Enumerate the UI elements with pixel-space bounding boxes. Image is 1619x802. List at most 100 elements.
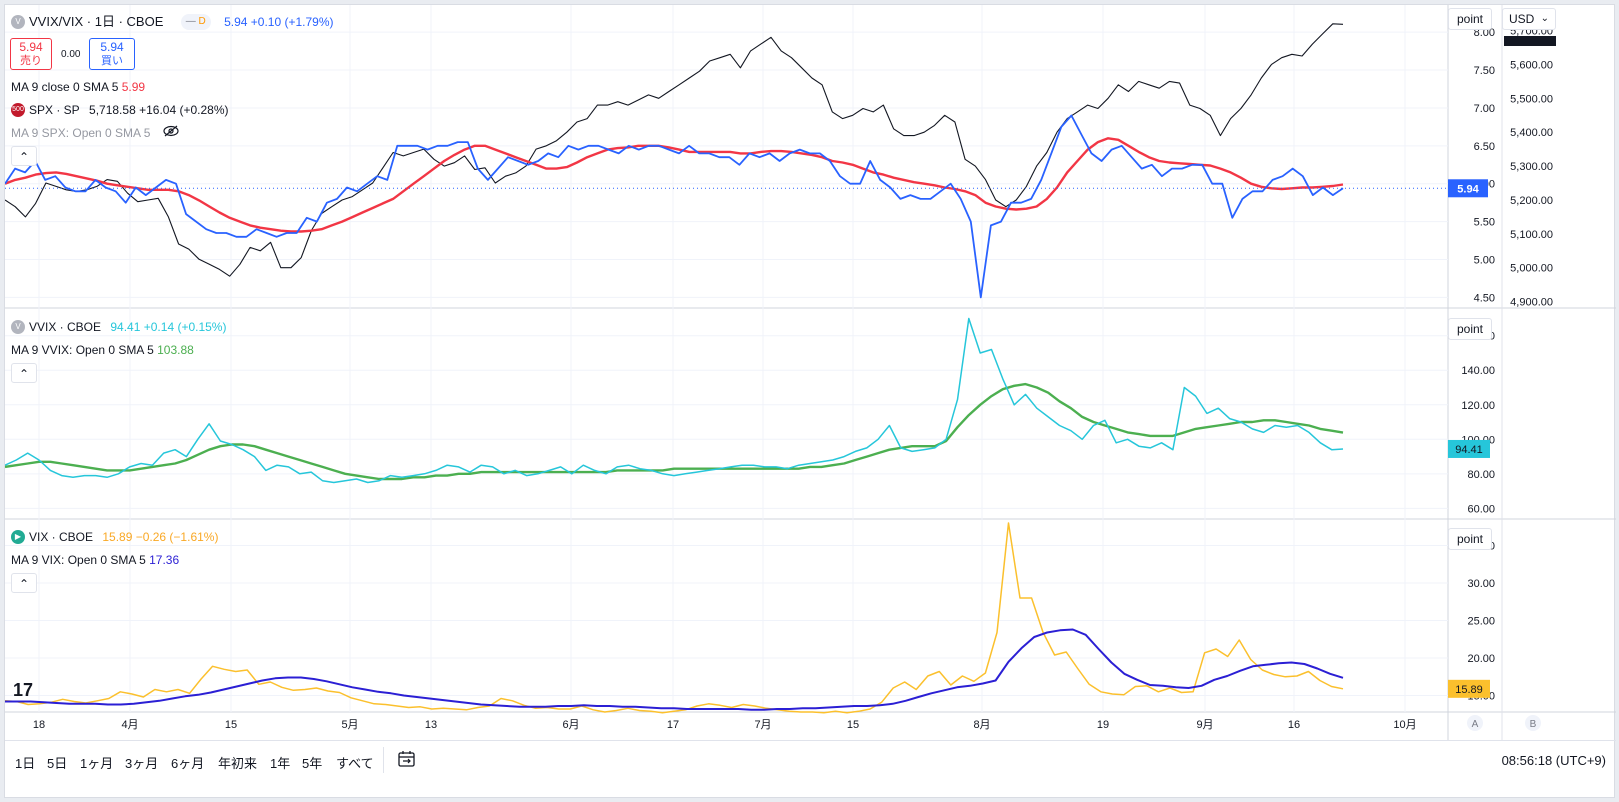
spx-line[interactable] bbox=[5, 23, 1344, 277]
time-axis-label: 4月 bbox=[121, 719, 138, 731]
spx-axis-tick: 5,400.00 bbox=[1510, 127, 1553, 139]
chevron-up-icon: ⌃ bbox=[18, 367, 30, 381]
range-1d[interactable]: 1日 bbox=[15, 756, 36, 771]
pane1-title[interactable]: VVIX/VIX · 1日 · CBOE bbox=[29, 13, 164, 29]
price-axis-tick: 120.00 bbox=[1461, 400, 1495, 412]
range-1y[interactable]: 1年 bbox=[270, 756, 291, 771]
vix-ma-legend[interactable]: MA 9 VIX: Open 0 SMA 5 17.36 bbox=[11, 552, 180, 567]
chevron-up-icon: ⌃ bbox=[18, 150, 30, 164]
date-range-icon[interactable] bbox=[397, 749, 417, 774]
pane1-change: +0.10 (+1.79%) bbox=[250, 14, 334, 29]
clock[interactable]: 08:56:18 (UTC+9) bbox=[1501, 753, 1606, 768]
time-axis-label: 16 bbox=[1288, 719, 1300, 731]
time-axis-label: 8月 bbox=[973, 719, 990, 731]
vvix-last-label: 94.41 bbox=[1455, 444, 1483, 456]
bottom-toolbar: 1日 5日 1ヶ月 3ヶ月 6ヶ月 年初来 1年 5年 すべて 08:56:18… bbox=[5, 740, 1616, 799]
spx-axis-tick: 5,300.00 bbox=[1510, 161, 1553, 173]
vvix-last-tag bbox=[1448, 439, 1490, 458]
spx-axis-tick: 5,500.00 bbox=[1510, 93, 1553, 105]
vvix-ma-legend[interactable]: MA 9 VVIX: Open 0 SMA 5 103.88 bbox=[11, 342, 194, 357]
spx-legend[interactable]: 500 SPX · SP 5,718.58 +16.04 (+0.28%) bbox=[11, 102, 229, 117]
time-axis-label: 18 bbox=[33, 719, 45, 731]
sell-button[interactable]: 5.94 売り bbox=[10, 38, 52, 70]
time-axis-label: 17 bbox=[667, 719, 679, 731]
spx-logo-icon: 500 bbox=[11, 102, 25, 117]
price-axis-tick: 60.00 bbox=[1467, 503, 1495, 515]
ratio-line[interactable] bbox=[5, 114, 1344, 299]
price-axis-tick: 5.00 bbox=[1474, 255, 1495, 267]
price-axis-tick: 140.00 bbox=[1461, 365, 1495, 377]
time-axis-label: 15 bbox=[225, 719, 237, 731]
pane1-price: 5.94 bbox=[224, 14, 248, 29]
chevron-down-icon: ⌄ bbox=[1540, 13, 1549, 24]
currency-select[interactable]: USD ⌄ bbox=[1502, 8, 1556, 30]
price-axis-tick: 4.50 bbox=[1474, 292, 1495, 304]
time-axis-label: 15 bbox=[847, 719, 859, 731]
chart-window: 18 4月 15 5月 13 6月 17 7月 15 8月 19 9月 16 10月 A B 8.00 7.50 7… bbox=[4, 4, 1616, 799]
spx-axis-tick: 5,600.00 bbox=[1510, 59, 1553, 71]
range-all[interactable]: すべて bbox=[336, 756, 374, 771]
hidden-eye-icon[interactable] bbox=[162, 125, 180, 141]
range-5y[interactable]: 5年 bbox=[302, 756, 323, 771]
collapse-legend-button-3[interactable]: ⌃ bbox=[11, 573, 37, 593]
last-price-label: 5.94 bbox=[1457, 183, 1479, 195]
spx-axis-tick: 5,100.00 bbox=[1510, 229, 1553, 241]
axis-corner-circle bbox=[1467, 715, 1483, 731]
price-axis-tick: 20.00 bbox=[1467, 653, 1495, 665]
ratio-ma-line[interactable] bbox=[5, 137, 1344, 233]
pane2-legend[interactable]: V VVIX · CBOE 94.41 +0.14 (+0.15%) bbox=[11, 318, 226, 335]
price-axis-tick: 7.50 bbox=[1474, 65, 1495, 77]
ma-ratio-legend[interactable]: MA 9 close 0 SMA 5 5.99 bbox=[11, 79, 146, 94]
range-3m[interactable]: 3ヶ月 bbox=[125, 756, 159, 771]
spread-value: 0.00 bbox=[61, 49, 81, 60]
vix-last-label: 15.89 bbox=[1455, 684, 1483, 696]
range-5d[interactable]: 5日 bbox=[47, 756, 68, 771]
range-6m[interactable]: 6ヶ月 bbox=[171, 756, 205, 771]
axis-corner-label: B bbox=[1530, 719, 1537, 730]
symbol-logo-icon: V bbox=[11, 14, 25, 29]
time-axis-label: 6月 bbox=[562, 719, 579, 731]
pane3-legend[interactable]: ▶ VIX · CBOE 15.89 −0.26 (−1.61%) bbox=[11, 528, 218, 545]
price-axis-tick: 7.00 bbox=[1474, 103, 1495, 115]
spx-axis-tick: 5,000.00 bbox=[1510, 263, 1553, 275]
vvix-logo-icon: V bbox=[11, 319, 25, 334]
time-axis-label: 13 bbox=[425, 719, 437, 731]
axis-corner-circle bbox=[1525, 715, 1541, 731]
buy-button[interactable]: 5.94 買い bbox=[89, 38, 135, 70]
chart-canvas[interactable]: 18 4月 15 5月 13 6月 17 7月 15 8月 19 9月 16 10月 A B 8.00 7.50 7… bbox=[5, 5, 1616, 799]
price-axis-tick: 30.00 bbox=[1467, 578, 1495, 590]
tradingview-logo[interactable]: 17 bbox=[13, 680, 34, 700]
price-axis-tick: 80.00 bbox=[1467, 469, 1495, 481]
vix-ma-line[interactable] bbox=[5, 628, 1344, 711]
vvix-line[interactable] bbox=[5, 317, 1344, 484]
price-axis-tick: 6.50 bbox=[1474, 141, 1495, 153]
spx-last-price-tag bbox=[1504, 36, 1556, 46]
price-axis-tick: 8.00 bbox=[1474, 27, 1495, 39]
price-axis-tick: 5.50 bbox=[1474, 217, 1495, 229]
spx-axis-tick: 5,200.00 bbox=[1510, 195, 1553, 207]
time-axis-label: 19 bbox=[1097, 719, 1109, 731]
vix-line[interactable] bbox=[5, 522, 1344, 714]
time-axis-label: 9月 bbox=[1196, 719, 1213, 731]
time-axis-label: 7月 bbox=[754, 719, 771, 731]
price-axis-tick: 25.00 bbox=[1467, 616, 1495, 628]
collapse-legend-button-2[interactable]: ⌃ bbox=[11, 363, 37, 383]
scale-mode-button-3[interactable]: point bbox=[1448, 528, 1492, 550]
vvix-ma-line[interactable] bbox=[5, 382, 1344, 481]
pane1-legend: V VVIX/VIX · 1日 · CBOE — D 5.94 +0.10 (+1… bbox=[11, 13, 334, 31]
chevron-up-icon: ⌃ bbox=[18, 577, 30, 591]
range-1m[interactable]: 1ヶ月 bbox=[80, 756, 114, 771]
scale-mode-button-2[interactable]: point bbox=[1448, 318, 1492, 340]
toolbar-divider bbox=[383, 747, 384, 773]
range-ytd[interactable]: 年初来 bbox=[218, 756, 258, 771]
scale-mode-button-1[interactable]: point bbox=[1448, 8, 1492, 30]
spx-axis-tick: 4,900.00 bbox=[1510, 297, 1553, 309]
market-status-badge[interactable]: — D bbox=[180, 13, 211, 31]
last-price-tag bbox=[1448, 179, 1488, 198]
vix-logo-icon: ▶ bbox=[11, 529, 25, 544]
time-axis-label: 10月 bbox=[1393, 719, 1416, 731]
spx-ma-legend[interactable]: MA 9 SPX: Open 0 SMA 5 bbox=[11, 124, 180, 141]
vix-last-tag bbox=[1448, 679, 1490, 698]
time-axis-label: 5月 bbox=[341, 719, 358, 731]
collapse-legend-button-1[interactable]: ⌃ bbox=[11, 146, 37, 166]
